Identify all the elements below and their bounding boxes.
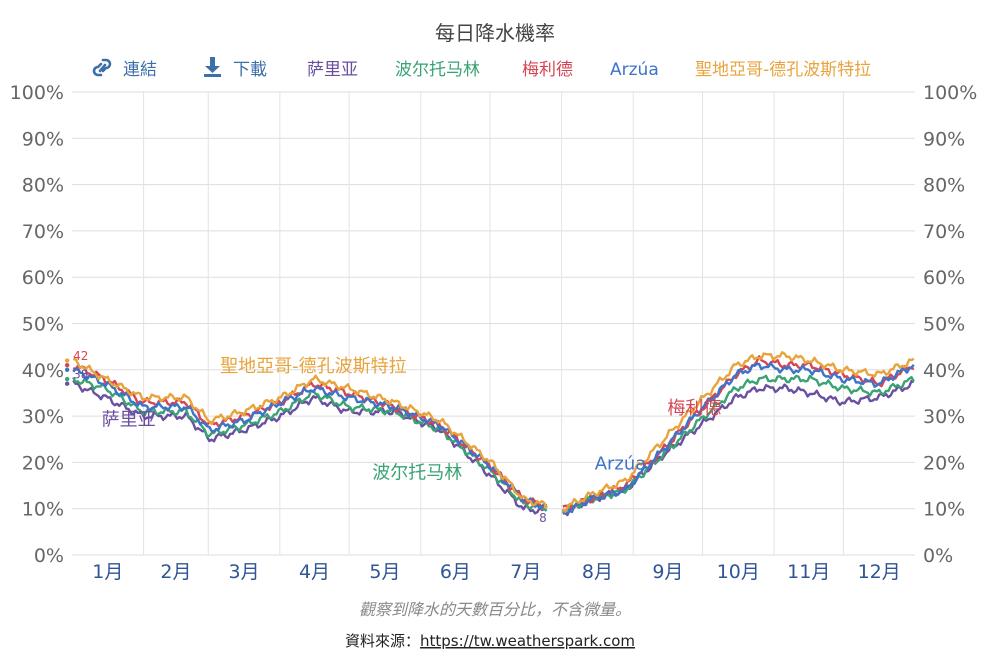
series-line: [561, 351, 915, 513]
y-tick-label-left: 20%: [22, 452, 64, 474]
x-tick-label: 12月: [858, 561, 901, 583]
legend-item[interactable]: 波尔托马林: [395, 60, 480, 80]
legend-label: 梅利德: [522, 60, 573, 80]
source-link[interactable]: https://tw.weatherspark.com: [420, 632, 635, 650]
series-start-marker: [64, 367, 70, 372]
legend: 萨里亚 波尔托马林 梅利德 Arzúa 聖地亞哥-德孔波斯特拉: [307, 60, 871, 80]
y-tick-label-left: 100%: [10, 82, 64, 104]
y-tick-label-right: 30%: [923, 406, 965, 428]
legend-label: 萨里亚: [307, 60, 358, 80]
x-tick-label: 7月: [510, 561, 541, 583]
y-tick-label-left: 80%: [22, 175, 64, 197]
x-tick-label: 2月: [160, 561, 191, 583]
y-tick-label-right: 80%: [923, 175, 965, 197]
y-tick-label-left: 0%: [34, 545, 64, 567]
legend-item[interactable]: 萨里亚: [307, 60, 358, 80]
y-tick-label-right: 0%: [923, 545, 953, 567]
link-icon: [92, 58, 112, 77]
download-label: 下載: [233, 60, 267, 80]
chart-title: 每日降水機率: [435, 21, 555, 45]
series-start-label: 42: [73, 349, 88, 363]
source-text: 資料來源：https://tw.weatherspark.com: [345, 632, 635, 650]
series-line: [72, 367, 548, 510]
footnote: 觀察到降水的天數百分比，不含微量。: [359, 600, 631, 619]
y-tick-label-left: 90%: [22, 128, 64, 150]
legend-item[interactable]: 梅利德: [522, 60, 573, 80]
legend-item[interactable]: Arzúa: [610, 60, 659, 80]
download-icon: [204, 57, 221, 77]
x-tick-label: 3月: [229, 561, 260, 583]
series-line: [72, 357, 548, 509]
y-tick-label-left: 60%: [22, 267, 64, 289]
y-tick-label-left: 70%: [22, 221, 64, 243]
y-tick-label-right: 40%: [923, 360, 965, 382]
y-tick-label-left: 40%: [22, 360, 64, 382]
y-tick-label-right: 60%: [923, 267, 965, 289]
x-tick-label: 1月: [92, 561, 123, 583]
x-tick-label: 9月: [652, 561, 683, 583]
legend-label: 波尔托马林: [395, 60, 480, 80]
y-tick-label-left: 30%: [22, 406, 64, 428]
x-tick-label: 10月: [717, 561, 760, 583]
legend-label: Arzúa: [610, 60, 659, 80]
y-tick-label-right: 100%: [923, 82, 977, 104]
x-tick-label: 4月: [299, 561, 330, 583]
series-inline-label: 梅利德: [667, 398, 721, 419]
y-tick-label-right: 70%: [923, 221, 965, 243]
link-label: 連結: [123, 60, 157, 80]
series-lines: [64, 351, 915, 517]
series-start-marker: [64, 381, 70, 386]
minimum-label: 8: [539, 511, 547, 525]
series-start-marker: [64, 362, 70, 368]
series-inline-label: 聖地亞哥-德孔波斯特拉: [220, 356, 407, 377]
y-tick-label-right: 50%: [923, 314, 965, 336]
legend-label: 聖地亞哥-德孔波斯特拉: [695, 60, 871, 80]
y-tick-label-right: 20%: [923, 452, 965, 474]
download-button[interactable]: 下載: [204, 57, 267, 80]
y-tick-label-left: 50%: [22, 314, 64, 336]
y-tick-label-right: 10%: [923, 499, 965, 521]
series-line: [561, 361, 915, 514]
grid: [72, 91, 915, 556]
series-inline-label: 萨里亚: [102, 409, 156, 430]
series-start-marker: [64, 358, 70, 363]
x-tick-label: 6月: [440, 561, 471, 583]
series-start-marker: [64, 376, 70, 382]
x-tick-label: 8月: [582, 561, 613, 583]
series-line: [72, 379, 548, 515]
series-line: [72, 364, 548, 509]
y-tick-label-right: 90%: [923, 128, 965, 150]
series-inline-label: 波尔托马林: [372, 463, 462, 484]
x-tick-label: 5月: [369, 561, 400, 583]
y-tick-label-left: 10%: [22, 499, 64, 521]
legend-item[interactable]: 聖地亞哥-德孔波斯特拉: [695, 60, 871, 80]
x-tick-label: 11月: [787, 561, 830, 583]
axes: 0% 0% 10% 10% 20% 20% 30% 30% 40% 40% 50% 50% 60% 60%…: [10, 82, 978, 583]
link-button[interactable]: 連結: [92, 58, 157, 80]
series-start-label: 38: [73, 368, 88, 382]
series-line: [72, 376, 548, 512]
source-label: 資料來源：: [345, 632, 420, 650]
series-inline-label: Arzúa: [595, 453, 647, 474]
